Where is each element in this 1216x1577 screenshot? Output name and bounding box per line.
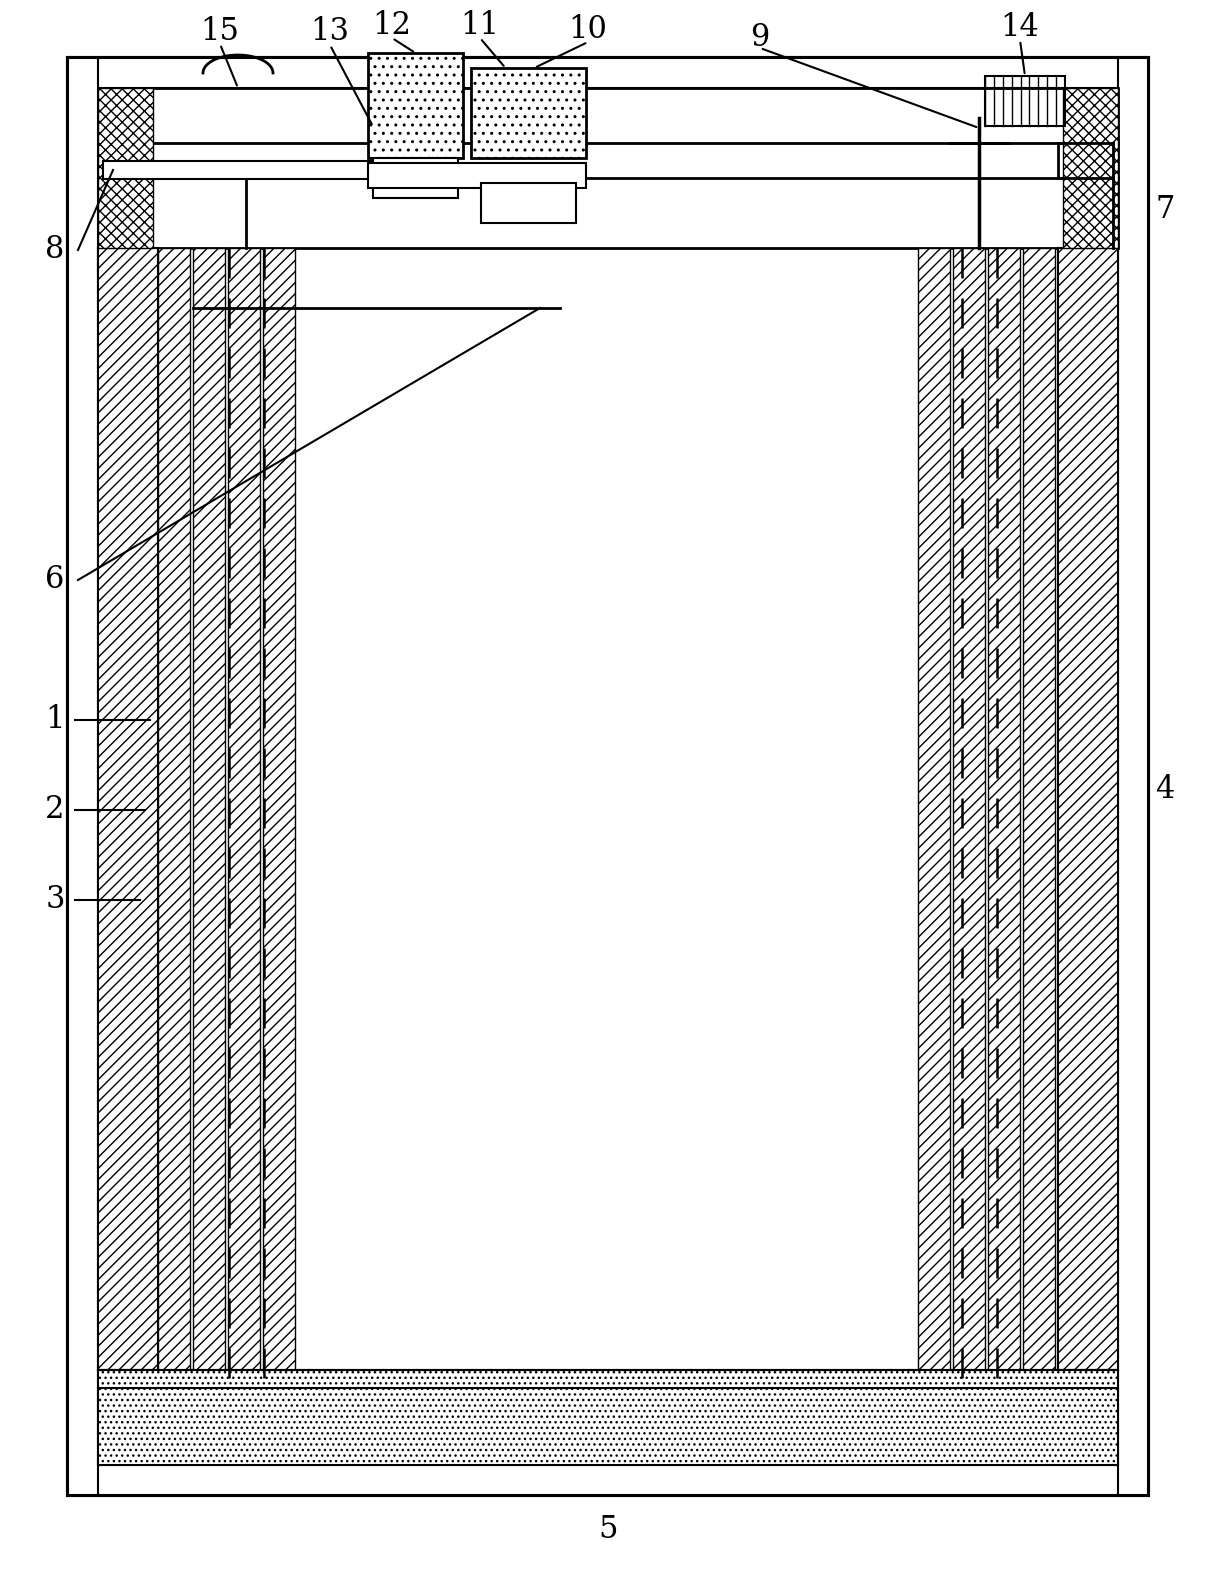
Text: 12: 12 [372, 11, 411, 41]
Text: 5: 5 [598, 1514, 618, 1545]
Bar [98, 1370, 1118, 1465]
Bar [1058, 248, 1118, 1370]
Text: 2: 2 [45, 795, 64, 825]
Bar [1118, 58, 1148, 1495]
Text: 7: 7 [1155, 194, 1175, 226]
Text: 8: 8 [45, 235, 64, 265]
Bar [68, 58, 1148, 88]
Text: 4: 4 [1155, 774, 1175, 806]
Bar [68, 1465, 1148, 1495]
Text: 9: 9 [750, 22, 770, 54]
Bar [98, 88, 153, 248]
Bar [1063, 88, 1118, 248]
Bar [98, 88, 1118, 248]
Bar [987, 248, 1020, 1370]
Bar [263, 248, 295, 1370]
Bar [98, 88, 1118, 1465]
Bar [953, 248, 985, 1370]
Text: 14: 14 [1001, 13, 1040, 44]
Bar [68, 58, 98, 1495]
Text: 6: 6 [45, 565, 64, 596]
Bar [482, 183, 576, 222]
Bar [985, 76, 1065, 126]
Bar [1023, 248, 1055, 1370]
Text: 1: 1 [45, 705, 64, 735]
Bar [918, 248, 950, 1370]
Text: 10: 10 [569, 14, 608, 46]
Bar [103, 161, 418, 180]
Bar [98, 248, 158, 1370]
Bar [193, 248, 225, 1370]
Bar [229, 248, 260, 1370]
Bar [68, 58, 1148, 1495]
Text: 11: 11 [461, 11, 500, 41]
Text: 15: 15 [201, 16, 240, 47]
Text: 13: 13 [310, 16, 349, 47]
Bar [368, 162, 586, 188]
Bar [158, 248, 190, 1370]
Bar [471, 68, 586, 158]
Bar [373, 158, 458, 199]
Bar [368, 54, 463, 158]
Text: 3: 3 [45, 885, 64, 916]
